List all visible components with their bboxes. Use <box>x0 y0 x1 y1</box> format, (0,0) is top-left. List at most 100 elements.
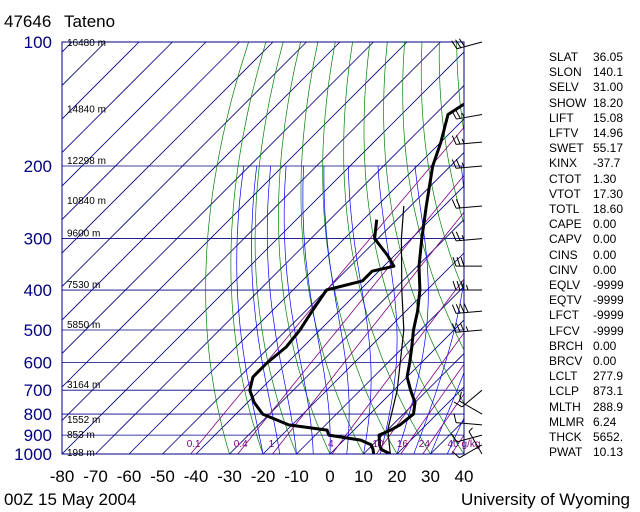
wind-barb-flag <box>451 159 457 169</box>
index-row: CTOT 1.30 <box>549 172 637 187</box>
index-key: LFCV <box>549 323 580 338</box>
isotherm <box>62 42 408 388</box>
dry-adiabat <box>205 42 249 454</box>
wind-barb-flag <box>452 280 457 291</box>
temperature-profile <box>377 102 464 454</box>
wind-barb <box>451 231 483 242</box>
index-row: SELV 31.00 <box>549 80 637 95</box>
index-key: SELV <box>549 80 579 95</box>
index-row: MLMR 6.24 <box>549 415 637 430</box>
index-key: SLAT <box>549 50 579 64</box>
wind-barb-flag <box>459 322 465 332</box>
wind-barb-flag <box>458 391 462 402</box>
index-key: TOTL <box>549 202 580 217</box>
index-value: 31.00 <box>593 80 624 95</box>
isotherm <box>62 42 274 254</box>
dry-adiabat <box>322 42 398 454</box>
wind-barb-staff <box>456 205 483 209</box>
moist-adiabat <box>302 165 331 454</box>
index-value: -9999 <box>593 293 624 308</box>
wind-barb-flag <box>456 280 461 291</box>
index-row: CAPV 0.00 <box>549 232 637 247</box>
wind-barb-flag <box>451 135 457 145</box>
wind-barb <box>451 433 483 443</box>
height-label: 16480 m <box>67 38 106 49</box>
height-label: 1552 m <box>67 415 100 426</box>
index-key: LCLT <box>549 369 578 384</box>
moist-adiabat <box>446 416 464 454</box>
dry-adiabat <box>383 42 464 405</box>
index-row: LCLP 873.1 <box>549 384 637 399</box>
index-value: 277.9 <box>593 369 624 384</box>
wind-barb-half-flag <box>461 112 465 118</box>
index-value: 0.00 <box>593 217 617 232</box>
temperature-tick-label: 20 <box>388 467 407 486</box>
index-row: SLON 140.1 <box>549 65 637 80</box>
height-label: 853 m <box>67 430 95 441</box>
wind-barb-staff <box>456 310 483 314</box>
temperature-tick-label: -10 <box>284 467 309 486</box>
wind-barb-flag <box>451 40 458 50</box>
isotherm <box>329 319 464 454</box>
index-value: 18.60 <box>593 202 624 217</box>
index-value: 5652. <box>593 430 624 445</box>
index-row: LCLT 277.9 <box>549 369 637 384</box>
index-value: 0.00 <box>593 338 617 353</box>
index-value: 15.08 <box>593 110 624 125</box>
wind-barb-half-flag <box>461 138 465 144</box>
pressure-tick-label: 1000 <box>14 445 52 464</box>
moist-adiabat <box>413 165 464 454</box>
index-row: CAPE 0.00 <box>549 217 637 232</box>
wind-barb-half-flag <box>461 162 465 168</box>
height-label: 9600 m <box>67 229 100 240</box>
wind-barb-flag <box>455 322 461 333</box>
dry-adiabat <box>254 42 297 454</box>
pressure-tick-label: 600 <box>24 354 52 373</box>
wind-barb-staff <box>459 400 483 415</box>
height-label: 5850 m <box>67 320 100 331</box>
moist-adiabat <box>251 165 281 454</box>
dry-adiabat <box>278 42 331 454</box>
wind-barb-staff <box>468 431 483 455</box>
index-value: -37.7 <box>593 156 621 171</box>
wind-barb <box>452 280 482 291</box>
mixing-ratio-label: 40 <box>448 439 460 450</box>
isotherm <box>296 285 464 454</box>
plot-frame <box>61 41 465 455</box>
index-value: 55.17 <box>593 141 624 156</box>
isotherm <box>62 42 307 288</box>
temperature-tick-label: 30 <box>421 467 440 486</box>
wind-barb <box>451 198 483 209</box>
station-title: 47646 Tateno <box>4 12 115 32</box>
index-key: LFTV <box>549 126 579 141</box>
wind-barb <box>452 256 482 267</box>
mixing-ratio-label: g/kg <box>462 439 481 450</box>
wind-barb <box>451 135 483 145</box>
wind-barb-flag <box>452 451 460 459</box>
wind-barb <box>453 413 483 426</box>
pressure-tick-label: 100 <box>24 33 52 52</box>
isotherm <box>62 42 240 221</box>
index-row: CINV 0.00 <box>549 263 637 278</box>
wind-barb-staff <box>456 141 483 145</box>
wind-barb-flag <box>455 135 461 145</box>
wind-barb-flag <box>456 256 461 267</box>
wind-barb-half-flag <box>465 326 469 332</box>
wind-barb-flag <box>451 110 457 120</box>
index-key: PWAT <box>549 445 583 460</box>
index-value: 18.20 <box>593 95 624 110</box>
wind-barb-flag <box>460 256 465 267</box>
mixing-ratio-line <box>422 393 464 454</box>
isotherm <box>62 42 341 321</box>
index-key: CTOT <box>549 171 582 186</box>
mixing-ratio-label: 0.4 <box>234 439 248 450</box>
isotherm <box>62 42 374 355</box>
temperature-tick-label: -40 <box>184 467 209 486</box>
wind-barb-staff <box>456 329 483 333</box>
index-row: EQLV -9999 <box>549 278 637 293</box>
wind-barb-flag <box>455 231 461 241</box>
temperature-tick-label: -70 <box>83 467 108 486</box>
wind-barb-flag <box>453 413 457 423</box>
index-key: SLON <box>549 65 582 80</box>
index-key: LIFT <box>549 110 574 125</box>
